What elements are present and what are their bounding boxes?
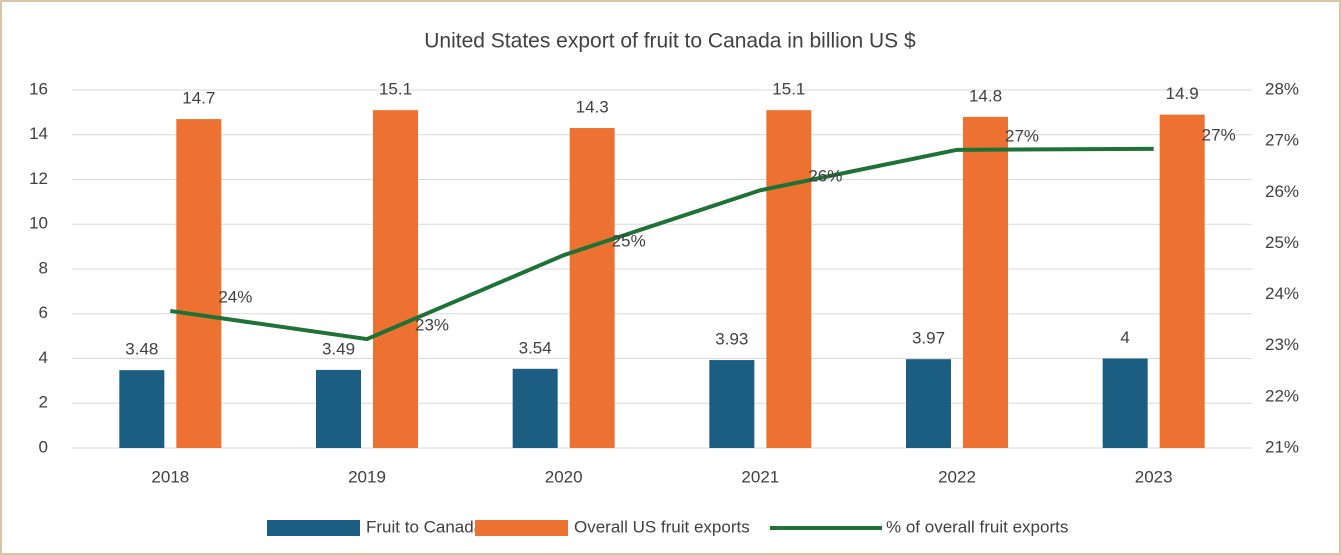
bar <box>119 370 165 448</box>
y-tick-label: 4 <box>39 348 48 367</box>
x-tick-label: 2018 <box>151 467 189 486</box>
y-tick-label: 16 <box>29 79 48 98</box>
y2-tick-label: 22% <box>1265 386 1299 405</box>
bar <box>1159 114 1205 449</box>
bar-value-label: 15.1 <box>379 80 412 99</box>
x-tick-label: 2019 <box>348 467 386 486</box>
y-tick-label: 6 <box>39 303 48 322</box>
bar-value-label: 4 <box>1120 328 1129 347</box>
line-value-label: 26% <box>808 167 842 186</box>
y-tick-label: 14 <box>29 124 48 143</box>
bar-value-label: 3.97 <box>912 329 945 348</box>
line-value-label: 25% <box>612 232 646 251</box>
x-tick-label: 2021 <box>741 467 779 486</box>
bar-value-label: 15.1 <box>772 80 805 99</box>
bar <box>906 359 951 448</box>
legend-label: Overall US fruit exports <box>574 517 750 536</box>
bar-value-label: 14.7 <box>182 89 215 108</box>
bar <box>766 110 812 448</box>
line-value-label: 24% <box>218 287 252 306</box>
bar-value-label: 14.9 <box>1166 84 1199 103</box>
y2-tick-label: 24% <box>1265 284 1299 303</box>
y-tick-label: 8 <box>39 258 48 277</box>
bar <box>709 360 755 448</box>
chart-title: United States export of fruit to Canada … <box>424 30 916 53</box>
bar-value-label: 14.3 <box>576 98 609 117</box>
y2-tick-label: 25% <box>1265 233 1299 252</box>
y-tick-label: 2 <box>39 393 48 412</box>
legend-swatch <box>475 520 568 536</box>
x-tick-label: 2023 <box>1135 467 1173 486</box>
y-tick-label: 12 <box>29 169 48 188</box>
legend-swatch <box>267 520 360 536</box>
line-value-label: 23% <box>415 316 449 335</box>
bar <box>512 368 558 448</box>
legend-label: % of overall fruit exports <box>886 517 1068 536</box>
bar-value-label: 14.8 <box>969 86 1002 105</box>
legend-label: Fruit to Canada <box>366 517 484 536</box>
bar-value-label: 3.93 <box>715 330 748 349</box>
bar <box>569 128 615 448</box>
bar <box>373 110 418 448</box>
bar <box>963 116 1008 448</box>
bar <box>316 369 361 448</box>
bar <box>1102 358 1148 448</box>
y2-tick-label: 21% <box>1265 437 1299 456</box>
y2-tick-label: 23% <box>1265 335 1299 354</box>
bar-value-label: 3.48 <box>125 340 158 359</box>
y2-tick-label: 26% <box>1265 182 1299 201</box>
y2-tick-label: 27% <box>1265 131 1299 150</box>
bar-value-label: 3.54 <box>519 338 552 357</box>
x-tick-label: 2022 <box>938 467 976 486</box>
x-tick-label: 2020 <box>545 467 583 486</box>
line <box>170 146 1154 342</box>
y2-tick-label: 28% <box>1265 79 1299 98</box>
line-value-label: 27% <box>1005 126 1039 145</box>
bar <box>176 119 222 449</box>
y-tick-label: 10 <box>29 214 48 233</box>
bar-value-label: 3.49 <box>322 339 355 358</box>
line-value-label: 27% <box>1202 125 1236 144</box>
y-tick-label: 0 <box>39 437 48 456</box>
